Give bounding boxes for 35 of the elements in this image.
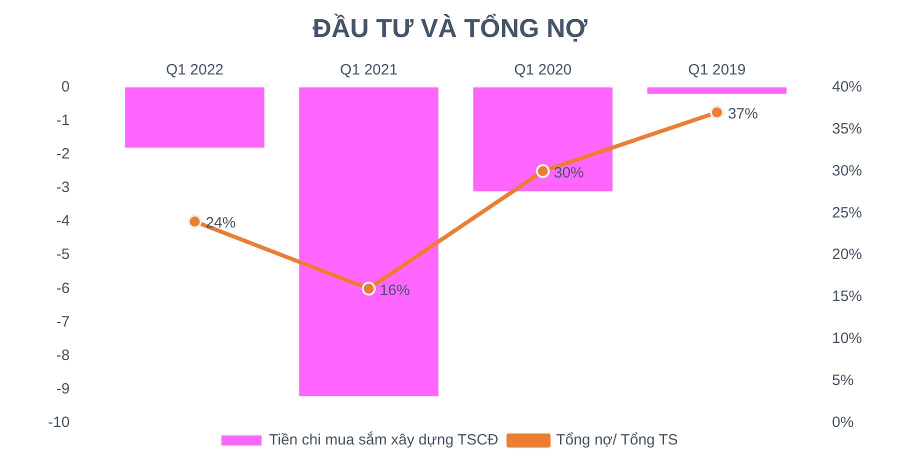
y-tick-label: -5 [56, 246, 70, 264]
y-tick-label: -8 [56, 346, 70, 364]
point [536, 164, 550, 178]
data-label: 30% [554, 164, 584, 182]
x-tick-label: Q1 2020 [514, 61, 572, 78]
y2-tick-label: 0% [832, 414, 854, 432]
y-tick-label: -3 [56, 179, 70, 196]
y-tick-label: -6 [56, 280, 70, 297]
y-tick-label: -1 [56, 112, 70, 129]
x-tick-label: Q1 2022 [166, 61, 224, 78]
y2-tick-label: 35% [832, 120, 862, 138]
x-tick-label: Q1 2021 [340, 61, 398, 78]
y2-tick-label: 20% [832, 246, 862, 264]
y2-tick-label: 5% [832, 372, 854, 390]
y2-tick-label: 10% [832, 330, 862, 348]
y-tick-label: -9 [56, 380, 70, 398]
point [362, 282, 376, 296]
point [710, 105, 724, 120]
chart-title: ĐẦU TƯ VÀ TỔNG NỢ [312, 12, 588, 43]
x-tick-label: Q1 2019 [688, 61, 746, 78]
y2-tick-label: 30% [832, 162, 862, 180]
data-label: 16% [380, 282, 410, 299]
y-tick-label: -4 [56, 212, 70, 230]
y-tick-label: -7 [56, 313, 70, 330]
y-tick-label: -2 [56, 146, 70, 162]
legend-label: Tiền chi mua sắm xây dựng TSCĐ [269, 430, 498, 449]
y-tick-label: -10 [48, 414, 70, 432]
data-label: 24% [206, 214, 236, 232]
y-tick-label: 0 [61, 78, 70, 96]
y2-tick-label: 25% [832, 204, 862, 222]
y2-tick-label: 40% [832, 78, 862, 96]
y2-tick-label: 15% [832, 288, 862, 306]
legend-label: Tổng nợ/ Tổng TS [556, 432, 678, 449]
data-label: 37% [728, 106, 758, 123]
point [188, 214, 202, 229]
